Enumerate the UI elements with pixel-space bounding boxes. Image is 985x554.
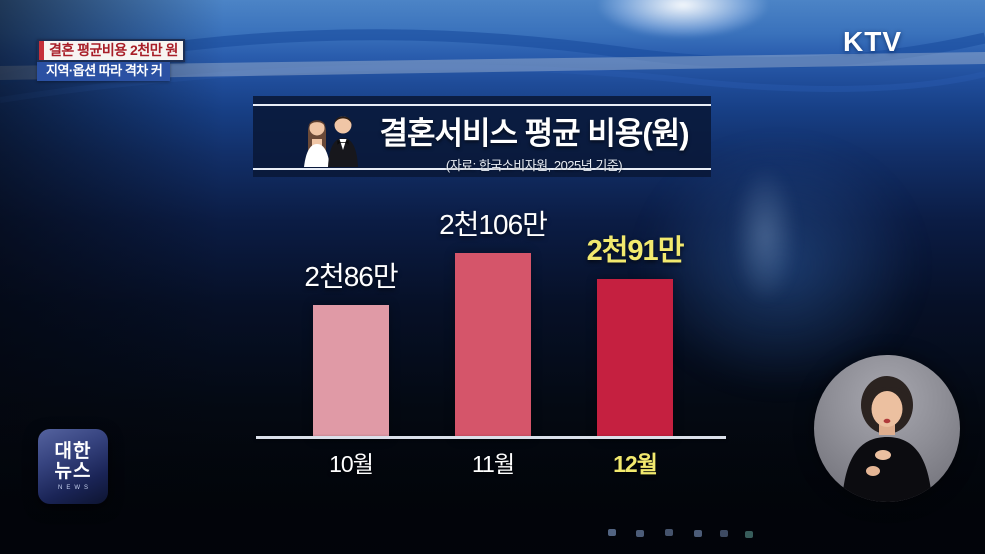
news-logo-line1: 대한 — [54, 441, 92, 462]
news-ticker: 결혼 평균비용 2천만 원 지역·옵션 따라 격차 커 — [37, 39, 185, 81]
bar-value-label: 2천91만 — [586, 235, 685, 267]
x-axis-label: 12월 — [613, 451, 658, 477]
ticker-headline: 결혼 평균비용 2천만 원 — [37, 39, 185, 62]
news-logo-line2: 뉴스 — [54, 461, 92, 482]
banner-bottom-rule — [253, 168, 711, 170]
ticker-subline-text: 지역·옵션 따라 격차 커 — [37, 62, 171, 81]
chart-source: (자료: 한국소비자원, 2025년 기준) — [445, 158, 623, 173]
interpreter-figure — [842, 376, 932, 502]
bar — [455, 253, 531, 438]
sign-language-interpreter-circle — [814, 355, 960, 502]
ceiling-light — [598, 0, 768, 38]
bride-silhouette — [735, 170, 795, 300]
ticker-accent-strip — [39, 41, 44, 60]
bar — [597, 279, 673, 438]
x-axis-label: 11월 — [471, 451, 515, 477]
banner-text-block: 결혼서비스 평균 비용(원) (자료: 한국소비자원, 2025년 기준) — [361, 108, 707, 174]
x-axis-line — [256, 436, 726, 439]
daehan-news-logo: 대한 뉴스 NEWS — [38, 429, 108, 504]
banner-top-rule — [253, 104, 711, 106]
bar-column: 2천91만 — [587, 200, 684, 438]
chart-title: 결혼서비스 평균 비용(원) — [379, 116, 689, 151]
x-axis-labels: 10월 11월 12월 — [255, 445, 727, 479]
bar-column: 2천106만 — [439, 200, 548, 438]
wedding-couple-icon — [304, 116, 358, 167]
bar-value-label: 2천106만 — [439, 209, 548, 240]
news-logo-subtext: NEWS — [58, 485, 92, 491]
bar-column: 2천86만 — [304, 200, 399, 438]
audience-lights — [608, 529, 616, 536]
x-axis-label: 10월 — [329, 451, 374, 477]
ticker-headline-text: 결혼 평균비용 2천만 원 — [44, 41, 183, 60]
chart-title-banner: 결혼서비스 평균 비용(원) (자료: 한국소비자원, 2025년 기준) — [253, 96, 711, 177]
station-logo: KTV — [843, 26, 902, 57]
crowd-glow — [640, 140, 920, 390]
bar-value-label: 2천86만 — [304, 261, 398, 292]
bar — [313, 305, 389, 438]
bar-chart: 2천86만 2천106만 2천91만 — [255, 200, 727, 438]
